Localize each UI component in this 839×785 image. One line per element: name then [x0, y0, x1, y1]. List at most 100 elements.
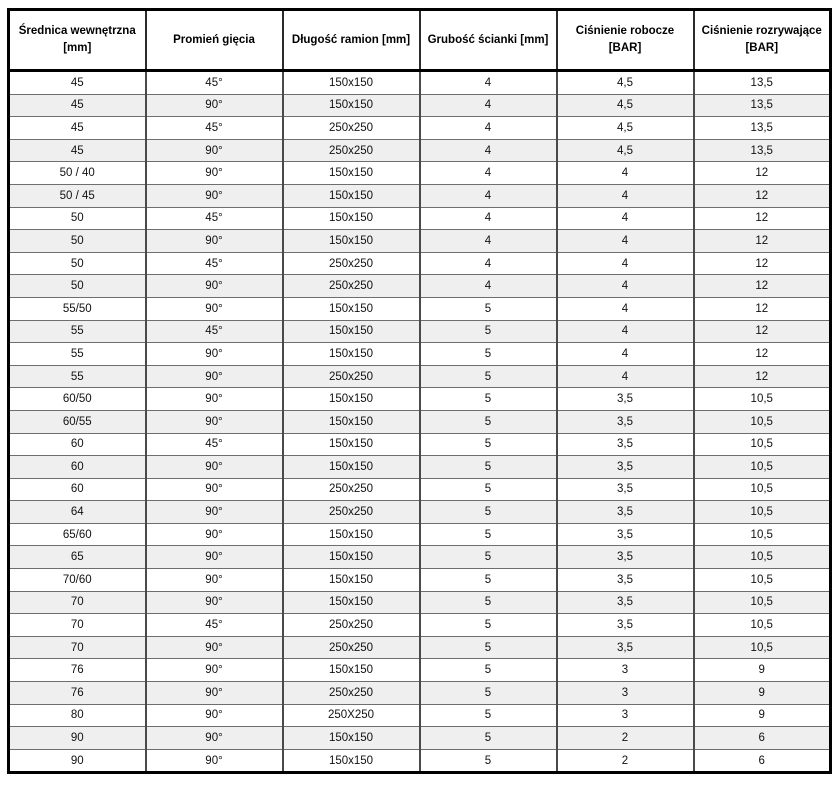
table-cell: 10,5: [692, 455, 832, 479]
elbow-spec-table: Średnica wewnętrzna [mm] Promień gięcia …: [7, 8, 832, 775]
table-cell: 250x250: [281, 500, 421, 524]
header-row: Średnica wewnętrzna [mm] Promień gięcia …: [7, 8, 832, 72]
table-cell: 50: [7, 206, 147, 231]
table-cell: 5: [418, 409, 558, 434]
table-cell: 90°: [144, 161, 284, 185]
table-cell: 45°: [144, 613, 284, 637]
table-cell: 55/50: [7, 296, 147, 321]
header-bend-radius: Promień gięcia: [144, 8, 284, 72]
header-arm-length-label: Długość ramion [mm]: [291, 33, 411, 46]
table-cell: 6: [692, 726, 832, 750]
table-cell: 150x150: [281, 522, 421, 547]
table-row: 50 / 45 90° 150x150 4 4 12: [7, 183, 832, 208]
table-cell: 50 / 40: [7, 161, 147, 185]
table-row: 55 90° 150x150 5 4 12: [7, 342, 832, 366]
table-cell: 45°: [144, 432, 284, 457]
table-cell: 80: [7, 703, 147, 728]
table-cell: 90°: [144, 681, 284, 705]
header-working-pressure-label: Ciśnienie robocze: [575, 25, 675, 38]
table-cell: 5: [418, 432, 558, 457]
table-cell: 250x250: [281, 681, 421, 705]
table-cell: 4: [555, 364, 695, 389]
header-working-pressure-unit: [BAR]: [608, 42, 642, 54]
table-cell: 5: [418, 703, 558, 728]
table-cell: 3,5: [555, 387, 695, 411]
table-cell: 150x150: [281, 568, 421, 592]
table-row: 50 45° 250x250 4 4 12: [7, 251, 832, 276]
table-cell: 10,5: [692, 613, 832, 637]
table-cell: 250X250: [281, 703, 421, 728]
header-bend-radius-label: Promień gięcia: [173, 33, 255, 46]
table-cell: 60: [7, 432, 147, 457]
table-cell: 45: [7, 116, 147, 140]
table-cell: 150x150: [281, 545, 421, 570]
table-cell: 90°: [144, 274, 284, 298]
table-cell: 10,5: [692, 432, 832, 457]
header-arm-length: Długość ramion [mm]: [281, 8, 421, 72]
table-cell: 90°: [144, 568, 284, 592]
table-row: 65 90° 150x150 5 3,5 10,5: [7, 545, 832, 570]
table-cell: 5: [418, 522, 558, 547]
table-cell: 45: [7, 138, 147, 163]
table-cell: 13,5: [692, 70, 832, 95]
table-cell: 150x150: [281, 432, 421, 457]
table-cell: 45°: [144, 319, 284, 344]
table-cell: 3,5: [555, 635, 695, 660]
table-body: 45 45° 150x150 4 4,5 13,5 45 90° 150x150 4 4,5 13,5…: [7, 70, 832, 774]
table-cell: 3,5: [555, 500, 695, 524]
table-cell: 150x150: [281, 455, 421, 479]
table-cell: 65: [7, 545, 147, 570]
table-cell: 45: [7, 70, 147, 95]
table-cell: 150x150: [281, 296, 421, 321]
table-cell: 5: [418, 545, 558, 570]
table-cell: 90°: [144, 590, 284, 615]
table-row: 45 45° 250x250 4 4,5 13,5: [7, 116, 832, 140]
table-cell: 50: [7, 251, 147, 276]
table-cell: 4: [555, 296, 695, 321]
table-cell: 13,5: [692, 138, 832, 163]
table-cell: 90°: [144, 658, 284, 683]
table-cell: 5: [418, 296, 558, 321]
table-cell: 90°: [144, 477, 284, 502]
table-cell: 70: [7, 613, 147, 637]
table-cell: 3,5: [555, 568, 695, 592]
table-cell: 250x250: [281, 274, 421, 298]
table-cell: 10,5: [692, 545, 832, 570]
table-cell: 150x150: [281, 206, 421, 231]
table-cell: 12: [692, 319, 832, 344]
table-cell: 50: [7, 229, 147, 253]
table-row: 60/55 90° 150x150 5 3,5 10,5: [7, 409, 832, 434]
table-row: 65/60 90° 150x150 5 3,5 10,5: [7, 522, 832, 547]
table-cell: 4: [418, 251, 558, 276]
table-cell: 9: [692, 703, 832, 728]
table-cell: 90°: [144, 748, 284, 774]
table-cell: 4: [418, 93, 558, 118]
table-cell: 5: [418, 590, 558, 615]
table-row: 50 / 40 90° 150x150 4 4 12: [7, 161, 832, 185]
header-inner-diameter: Średnica wewnętrzna [mm]: [7, 8, 147, 72]
table-cell: 4: [555, 274, 695, 298]
table-row: 76 90° 250x250 5 3 9: [7, 681, 832, 705]
table-cell: 3,5: [555, 432, 695, 457]
table-cell: 65/60: [7, 522, 147, 547]
table-cell: 4: [418, 70, 558, 95]
table-row: 70 45° 250x250 5 3,5 10,5: [7, 613, 832, 637]
table-row: 45 90° 250x250 4 4,5 13,5: [7, 138, 832, 163]
table-cell: 150x150: [281, 658, 421, 683]
table-cell: 5: [418, 748, 558, 774]
table-cell: 250x250: [281, 477, 421, 502]
header-burst-pressure-label: Ciśnienie rozrywające: [701, 25, 822, 38]
table-cell: 4: [555, 206, 695, 231]
table-cell: 4: [418, 274, 558, 298]
table-cell: 5: [418, 342, 558, 366]
header-working-pressure: Ciśnienie robocze [BAR]: [555, 8, 695, 72]
table-cell: 90°: [144, 229, 284, 253]
table-cell: 9: [692, 681, 832, 705]
table-cell: 3,5: [555, 545, 695, 570]
table-cell: 150x150: [281, 319, 421, 344]
table-cell: 250x250: [281, 138, 421, 163]
table-cell: 3,5: [555, 590, 695, 615]
table-cell: 60: [7, 477, 147, 502]
table-cell: 4: [555, 161, 695, 185]
table-cell: 4: [555, 251, 695, 276]
